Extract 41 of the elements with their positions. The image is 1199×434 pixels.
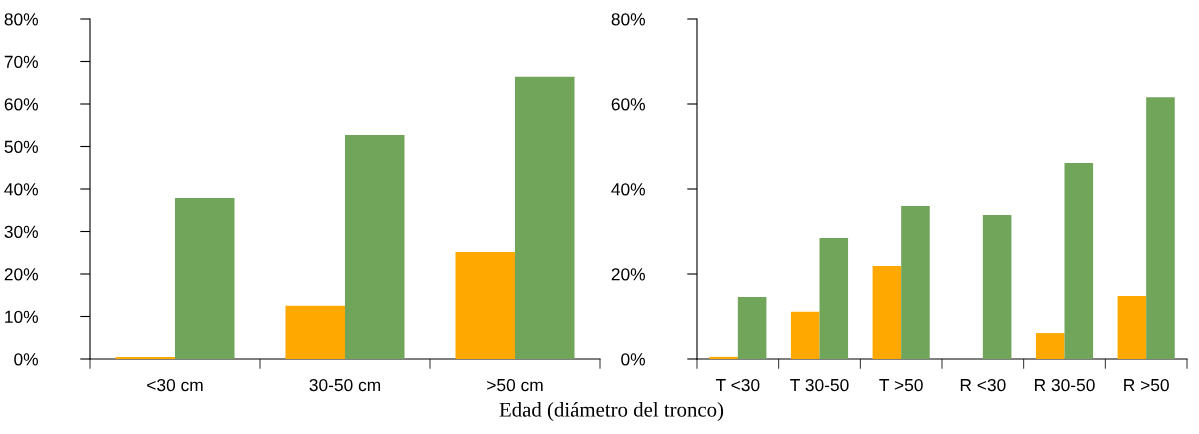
bar [1064,163,1094,359]
x-tick-label: R >50 [1124,378,1169,392]
x-tick-label: T 30-50 [790,378,849,392]
bar [175,197,235,359]
y-tick-label: 50% [4,140,38,153]
y-tick-label: 20% [4,268,38,281]
bar [872,265,902,359]
bar [1146,97,1175,359]
x-tick-label: T <30 [715,378,760,392]
x-tick-label: R <30 [960,378,1006,392]
bar [901,206,930,359]
x-tick-label: >50 cm [487,378,543,392]
x-tick-label: 30-50 cm [309,378,381,392]
x-tick-label: <30 cm [147,378,203,392]
y-tick-label: 60% [4,98,38,111]
x-tick-label: R 30-50 [1035,378,1095,392]
x-axis-title: Edad (diámetro del tronco) [499,402,724,421]
y-tick-label: 0% [621,353,645,366]
y-tick-label: 80% [611,13,645,26]
bar [819,237,849,359]
bar [455,251,515,359]
bar [709,356,738,359]
y-tick-label: 30% [4,225,38,238]
y-tick-label: 20% [611,268,645,281]
bar [1035,333,1065,359]
y-tick-label: 40% [4,183,38,196]
y-tick-label: 40% [611,183,645,196]
y-tick-label: 70% [4,55,38,68]
x-tick-label: T >50 [879,378,923,392]
y-tick-label: 10% [5,310,38,323]
bar [737,296,767,359]
bar [345,135,405,359]
bar [982,214,1012,359]
bar [515,76,575,359]
y-tick-label: 0% [14,353,38,366]
bar [285,305,345,359]
bar [115,356,175,359]
y-tick-label: 60% [611,98,645,111]
bar [1117,296,1147,359]
bar [790,311,820,359]
y-tick-label: 80% [4,13,38,26]
